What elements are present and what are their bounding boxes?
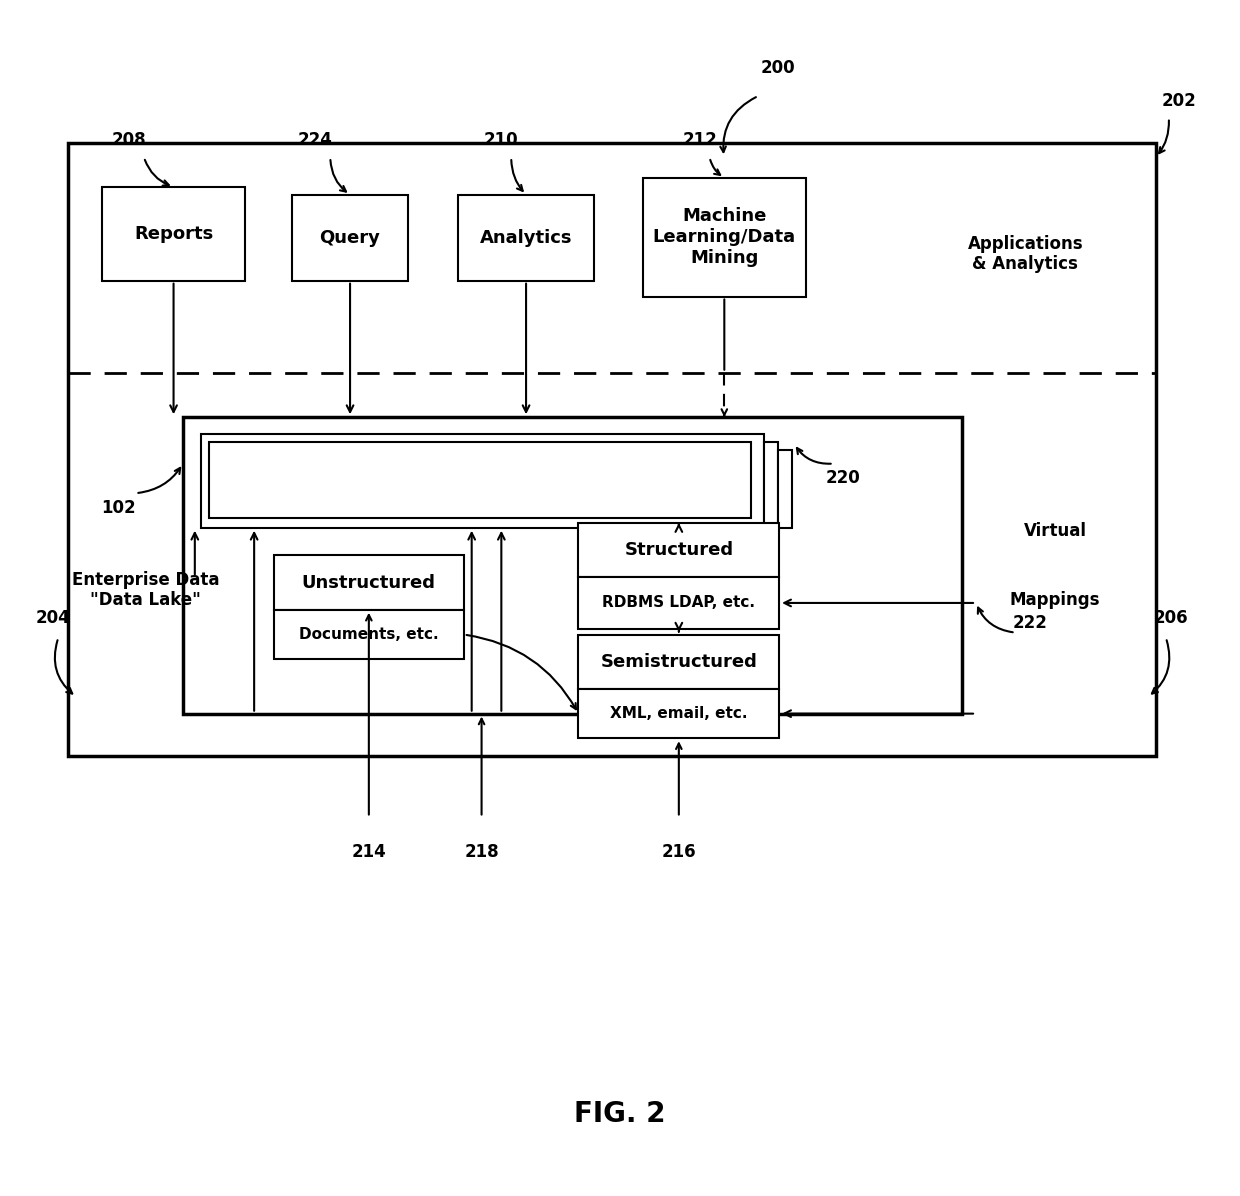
Text: Applications
& Analytics: Applications & Analytics	[967, 234, 1084, 274]
Text: 200: 200	[761, 60, 796, 78]
Text: RDBMS LDAP, etc.: RDBMS LDAP, etc.	[603, 596, 755, 610]
Text: 220: 220	[826, 469, 861, 488]
Bar	[642, 178, 806, 297]
Text: Unstructured: Unstructured	[301, 574, 435, 592]
Text: Analytics: Analytics	[480, 228, 573, 246]
Text: 214: 214	[351, 843, 386, 861]
Bar	[208, 441, 750, 518]
Bar	[102, 187, 246, 281]
Text: FIG. 2: FIG. 2	[574, 1100, 666, 1128]
Text: 222: 222	[1013, 614, 1048, 631]
Text: 212: 212	[682, 132, 717, 150]
Bar	[579, 523, 779, 578]
Text: 202: 202	[1162, 92, 1197, 110]
Bar	[579, 578, 779, 629]
Text: Reports: Reports	[134, 225, 213, 243]
Text: XML, email, etc.: XML, email, etc.	[610, 706, 748, 721]
Bar	[579, 689, 779, 738]
Text: Query: Query	[320, 228, 381, 246]
Bar	[291, 195, 408, 281]
Text: 206: 206	[1153, 609, 1188, 627]
Bar	[764, 441, 779, 527]
Text: Machine
Learning/Data
Mining: Machine Learning/Data Mining	[652, 207, 796, 267]
Bar	[274, 555, 464, 610]
Text: 218: 218	[464, 843, 498, 861]
Text: 102: 102	[102, 499, 136, 517]
Text: Structured: Structured	[624, 541, 733, 559]
Text: Enterprise Data
"Data Lake": Enterprise Data "Data Lake"	[72, 570, 219, 610]
Text: 208: 208	[112, 132, 146, 150]
Text: 224: 224	[298, 132, 332, 150]
Text: 204: 204	[36, 609, 71, 627]
Text: 210: 210	[484, 132, 518, 150]
Bar	[201, 434, 764, 527]
Bar	[184, 417, 962, 714]
Bar	[579, 635, 779, 689]
Bar	[458, 195, 594, 281]
Text: Semistructured: Semistructured	[600, 653, 758, 671]
Bar	[779, 450, 792, 527]
Text: Virtual: Virtual	[1023, 521, 1086, 539]
Text: Mappings: Mappings	[1009, 591, 1100, 609]
Text: 216: 216	[661, 843, 696, 861]
Bar	[274, 610, 464, 659]
Bar	[68, 144, 1156, 756]
Text: Documents, etc.: Documents, etc.	[299, 627, 439, 642]
